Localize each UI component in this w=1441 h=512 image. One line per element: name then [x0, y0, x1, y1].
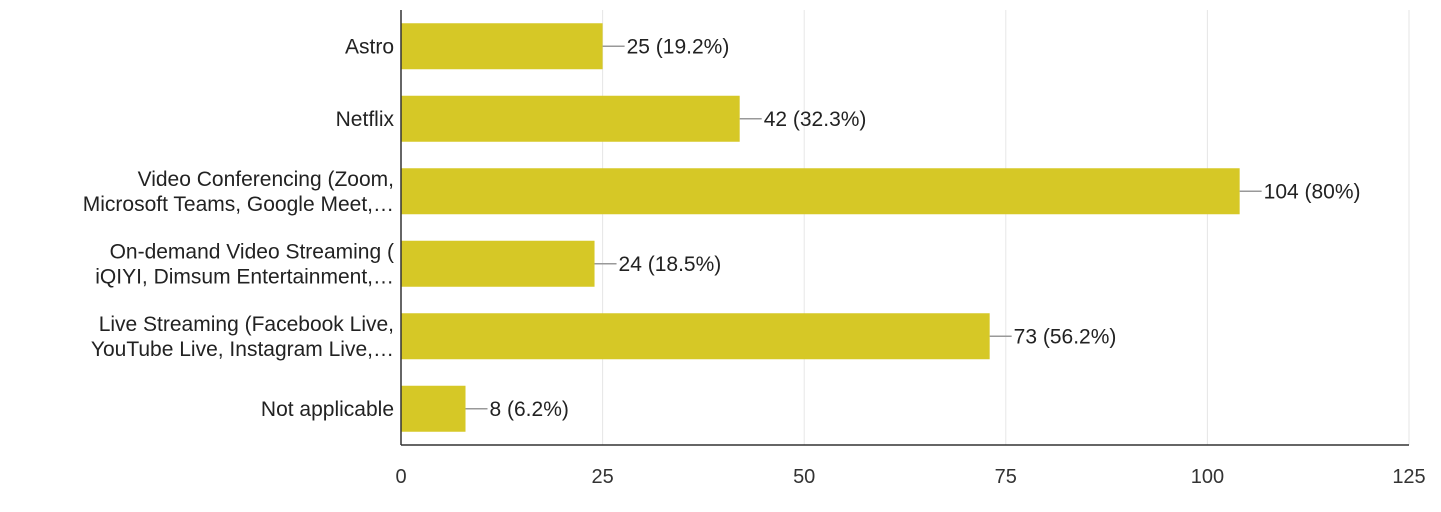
x-tick-label: 75: [995, 466, 1017, 488]
x-tick-label: 125: [1392, 466, 1425, 488]
category-label: iQIYI, Dimsum Entertainment,…: [95, 265, 394, 288]
category-label: YouTube Live, Instagram Live,…: [91, 338, 394, 361]
bar: [401, 168, 1240, 215]
category-label: Astro: [345, 35, 394, 58]
bar: [401, 385, 466, 432]
category-label: Video Conferencing (Zoom,: [138, 168, 394, 191]
bar: [401, 313, 990, 360]
bars: [401, 23, 1240, 432]
data-label: 42 (32.3%): [764, 108, 867, 131]
x-tick-label: 0: [395, 466, 406, 488]
leader-lines: [465, 45, 1262, 410]
data-label: 8 (6.2%): [490, 398, 569, 421]
data-label: 104 (80%): [1264, 180, 1361, 203]
data-label: 73 (56.2%): [1014, 325, 1117, 348]
category-label: Live Streaming (Facebook Live,: [99, 313, 394, 336]
x-tick-label: 50: [793, 466, 815, 488]
bar: [401, 240, 595, 287]
x-tick-label: 100: [1191, 466, 1224, 488]
labels: 25 (19.2%) Astro 42 (32.3%) Netflix 104 (80%…: [83, 35, 1426, 488]
data-label: 24 (18.5%): [619, 253, 722, 276]
category-label: On-demand Video Streaming (: [110, 240, 394, 263]
bar: [401, 95, 740, 142]
axes: [400, 10, 1409, 446]
category-label: Not applicable: [261, 398, 394, 421]
grid-lines: [602, 10, 1410, 445]
data-label: 25 (19.2%): [627, 35, 730, 58]
category-label: Netflix: [336, 108, 395, 131]
x-tick-label: 25: [591, 466, 613, 488]
category-label: Microsoft Teams, Google Meet,…: [83, 193, 394, 216]
bar: [401, 23, 603, 70]
